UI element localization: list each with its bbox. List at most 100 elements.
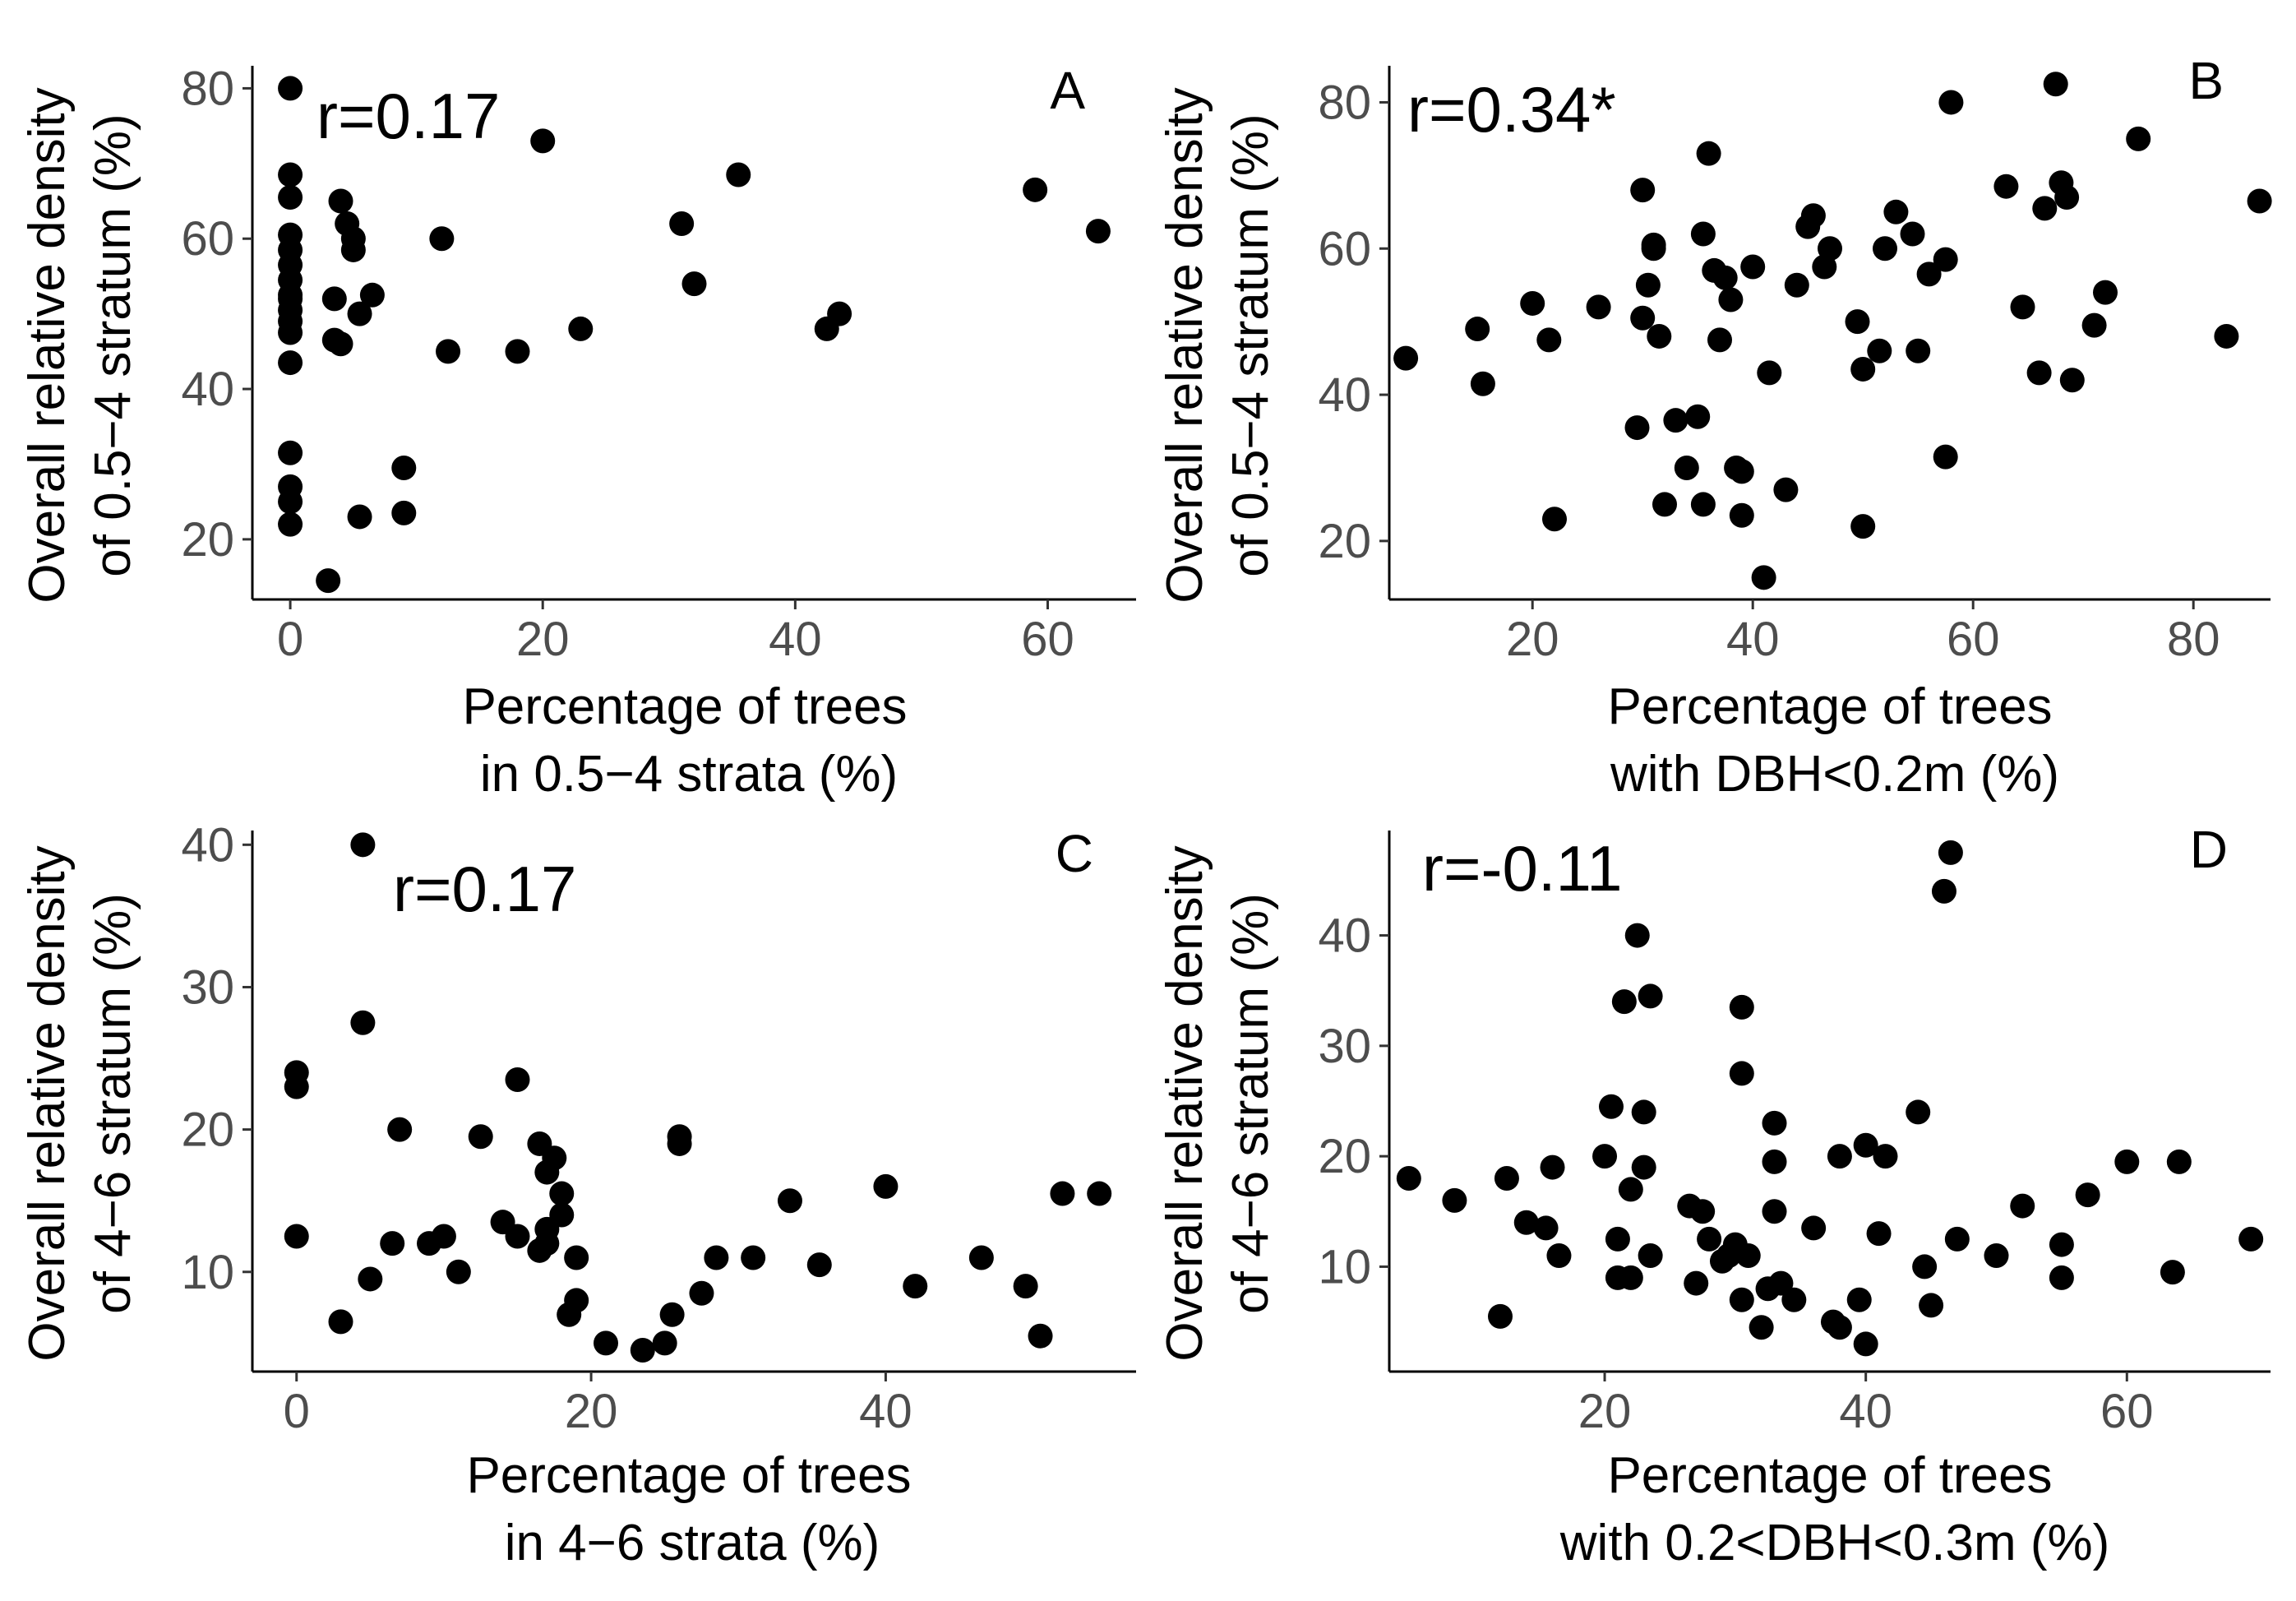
panel-d-point [1919, 1293, 1944, 1318]
panel-a-point [391, 456, 417, 481]
panel-a-point [278, 76, 303, 101]
panel-c-point [564, 1245, 589, 1270]
panel-d-point [1729, 1061, 1754, 1086]
panel-c-point [806, 1252, 832, 1278]
panel-d: 20 40 60 10 20 30 40 r=-0.11 D Percentage of t… [1157, 820, 2271, 1571]
panel-d-point [1762, 1149, 1787, 1174]
panel-c-point [1087, 1181, 1112, 1206]
panel-c-x-tick-label: 20 [565, 1385, 618, 1438]
panel-b-r-annotation: r=0.34* [1407, 73, 1616, 146]
panel-c-ticks: 0 20 40 10 20 30 40 [181, 818, 912, 1438]
panel-d-point [2049, 1265, 2074, 1290]
panel-c-point [468, 1124, 493, 1150]
panel-b-y-tick-label: 20 [1318, 515, 1371, 568]
panel-b-point [2247, 188, 2272, 214]
panel-a-point [726, 162, 751, 187]
panel-d-point [1873, 1144, 1898, 1169]
panel-c-points [284, 832, 1112, 1363]
panel-a-y-tick-label: 40 [181, 363, 234, 416]
panel-b-x-tick-label: 60 [1947, 613, 2000, 666]
panel-d-point [1853, 1132, 1878, 1158]
panel-d-r-annotation: r=-0.11 [1422, 832, 1623, 905]
panel-b-point [2059, 368, 2085, 393]
panel-a-point [347, 504, 372, 530]
panel-b-x-title-line2: with DBH<0.2m (%) [1610, 746, 2059, 803]
panel-b-point [1690, 221, 1716, 247]
panel-b-point [1624, 415, 1650, 441]
panel-a-r-annotation: r=0.17 [316, 80, 500, 152]
panel-b-x-tick-label: 40 [1726, 613, 1780, 666]
panel-d-x-tick-label: 60 [2100, 1385, 2154, 1438]
panel-d-point [1611, 989, 1637, 1015]
panel-a-points [278, 76, 1111, 594]
panel-c-point [659, 1302, 685, 1327]
panel-d-point [1546, 1243, 1572, 1268]
panel-d-point [1768, 1270, 1794, 1296]
panel-d-point [1618, 1265, 1643, 1290]
panel-a-x-title-line1: Percentage of trees [462, 678, 907, 735]
panel-a-point [278, 184, 303, 210]
panel-d-point [1592, 1144, 1618, 1169]
panel-a: 0 20 40 60 20 40 60 80 r=0.17 A Percentage of t… [19, 61, 1136, 803]
panel-b-point [1729, 459, 1754, 484]
panel-d-point [1846, 1287, 1872, 1312]
panel-b-point [1773, 477, 1799, 502]
panel-d-point [1912, 1254, 1938, 1279]
panel-d-y-tick-label: 20 [1318, 1130, 1371, 1183]
panel-a-y-tick-label: 60 [181, 212, 234, 266]
panel-c-point [704, 1245, 729, 1270]
panel-b-y-title-line2: of 0.5−4 stratum (%) [1222, 113, 1279, 576]
panel-b-y-tick-label: 60 [1318, 222, 1371, 275]
panel-d-point [1781, 1287, 1807, 1312]
panel-d-point [1631, 1154, 1656, 1180]
panel-d-point [1762, 1110, 1787, 1136]
panel-b-point [1635, 272, 1661, 298]
panel-b-letter: B [2188, 51, 2224, 110]
panel-b-point [1465, 317, 1490, 342]
panel-c-point [350, 832, 376, 858]
panel-b-point [1757, 360, 1782, 386]
panel-b-point [1883, 199, 1909, 224]
panel-a-point [669, 211, 695, 236]
panel-a-point [340, 226, 366, 252]
panel-c-point [534, 1231, 560, 1256]
panel-b-point [1800, 203, 1826, 229]
panel-c-point [741, 1245, 766, 1270]
panel-b-point [1470, 371, 1495, 396]
panel-b-point [1938, 90, 1964, 115]
panel-a-point [278, 320, 303, 345]
panel-b-ticks: 20 40 60 80 20 40 60 80 [1318, 76, 2220, 666]
panel-a-point [278, 511, 303, 537]
panel-d-point [2160, 1260, 2185, 1285]
panel-c-point [549, 1202, 575, 1228]
panel-c-point [431, 1224, 456, 1249]
panel-d-point [1827, 1315, 1852, 1340]
panel-b-point [1685, 404, 1711, 429]
panel-d-y-tick-label: 40 [1318, 909, 1371, 963]
panel-b-point [1916, 261, 1942, 287]
panel-b-point [1696, 141, 1721, 166]
panel-d-point [1729, 994, 1754, 1020]
panel-b-point [1729, 502, 1754, 528]
panel-d-x-tick-label: 40 [1839, 1385, 1892, 1438]
panel-b-x-tick-label: 20 [1506, 613, 1559, 666]
panel-b-point [1784, 272, 1809, 298]
panel-d-ticks: 20 40 60 10 20 30 40 [1318, 909, 2153, 1438]
panel-d-point [1533, 1215, 1559, 1241]
panel-a-y-title-line2: of 0.5−4 stratum (%) [85, 113, 141, 576]
panel-a-point [347, 301, 372, 326]
panel-a-x-tick-label: 20 [516, 613, 570, 666]
panel-b-point [1652, 492, 1677, 517]
panel-b-point [1712, 265, 1738, 290]
panel-c-y-tick-label: 40 [181, 818, 234, 872]
panel-d-y-tick-label: 10 [1318, 1240, 1371, 1293]
panel-b-point [2032, 196, 2058, 221]
panel-d-point [1762, 1199, 1787, 1224]
panel-b-point [2010, 294, 2035, 320]
panel-b-point [1707, 327, 1732, 353]
panel-c-point [387, 1117, 413, 1142]
panel-d-point [1697, 1226, 1722, 1252]
panel-a-point [391, 500, 417, 525]
panel-d-y-title-line1: Overall relative density [1157, 845, 1213, 1361]
panel-d-point [1801, 1215, 1827, 1241]
